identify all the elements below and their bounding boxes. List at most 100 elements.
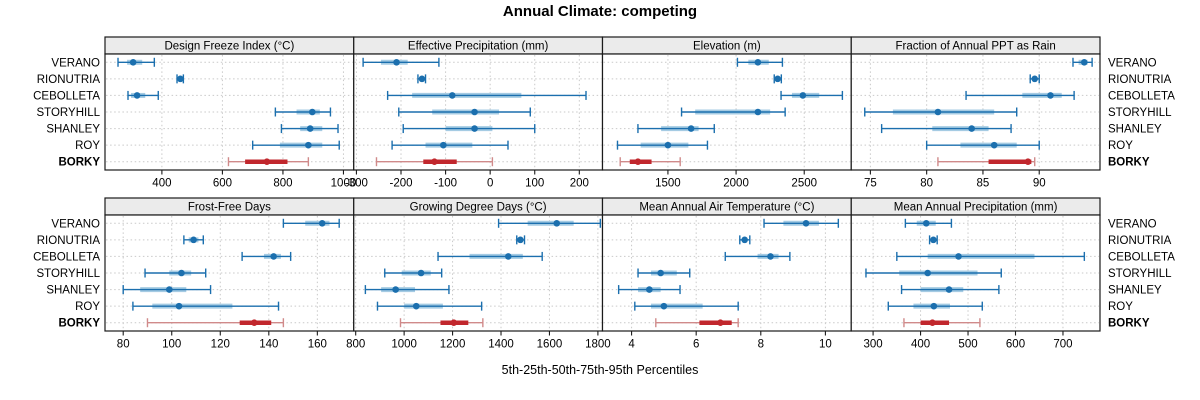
median-dot — [306, 125, 314, 132]
site-label-right: VERANO — [1108, 57, 1157, 69]
site-label-right: STORYHILL — [1108, 107, 1172, 119]
panel-strip-label: Frost-Free Days — [188, 202, 271, 214]
panel-strip-label: Design Freeze Index (°C) — [164, 41, 294, 53]
panel: Growing Degree Days (°C) 800 1000 1200 1400 1… — [346, 197, 611, 351]
axis-tick-label: 2500 — [791, 178, 817, 190]
panel-strip-label: Growing Degree Days (°C) — [410, 202, 547, 214]
axis-tick-label: 1000 — [331, 178, 357, 190]
median-dot — [754, 108, 762, 116]
median-dot — [634, 158, 642, 166]
axis-tick-label: 700 — [1053, 339, 1072, 351]
site-label-right: ROY — [1108, 140, 1133, 152]
median-dot — [968, 125, 975, 132]
axis-tick-label: 100 — [162, 339, 181, 351]
axis-tick-label: -100 — [434, 178, 457, 190]
site-label-left: ROY — [75, 301, 100, 313]
median-dot — [922, 219, 930, 227]
panel: Mean Annual Air Temperature (°C) 4 6 8 10 — [601, 197, 852, 351]
median-dot — [741, 236, 748, 244]
axis-tick-label: 10 — [819, 339, 832, 351]
median-dot — [945, 286, 953, 293]
median-dot — [270, 253, 277, 260]
axis-tick-label: 75 — [864, 178, 877, 190]
axis-tick-label: 140 — [259, 339, 278, 351]
axis-tick-label: 200 — [570, 178, 589, 190]
median-dot — [166, 286, 173, 293]
median-dot — [448, 92, 456, 99]
site-label-left: STORYHILL — [37, 268, 101, 280]
site-label-left: STORYHILL — [37, 107, 101, 119]
median-dot — [393, 58, 400, 66]
axis-tick-label: 1800 — [585, 339, 611, 351]
median-dot — [250, 319, 258, 327]
median-dot — [934, 108, 942, 116]
site-label-left: CEBOLLETA — [33, 90, 100, 102]
median-dot — [318, 219, 326, 227]
median-dot — [1080, 58, 1088, 66]
panel-strip-label: Mean Annual Air Temperature (°C) — [639, 202, 814, 214]
site-label-left: SHANLEY — [46, 124, 100, 136]
median-dot — [431, 158, 438, 166]
site-label-left: BORKY — [58, 157, 100, 169]
site-label-left: SHANLEY — [46, 285, 100, 297]
chart-title: Annual Climate: competing — [502, 3, 698, 20]
axis-tick-label: 80 — [920, 178, 933, 190]
axis-tick-label: 90 — [1033, 178, 1046, 190]
median-dot — [802, 219, 810, 227]
panel-strip-label: Fraction of Annual PPT as Rain — [896, 41, 1056, 53]
axis-tick-label: 80 — [117, 339, 130, 351]
median-dot — [930, 302, 938, 310]
median-dot — [687, 125, 695, 132]
median-dot — [930, 236, 937, 244]
median-dot — [1047, 92, 1054, 99]
median-dot — [392, 286, 399, 293]
median-dot — [440, 141, 447, 149]
site-label-left: VERANO — [51, 218, 100, 230]
median-dot — [305, 141, 312, 149]
site-label-right: CEBOLLETA — [1108, 90, 1175, 102]
median-dot — [767, 253, 774, 260]
site-label-right: VERANO — [1108, 218, 1157, 230]
median-dot — [774, 75, 781, 83]
axis-tick-label: 1600 — [537, 339, 563, 351]
axis-tick-label: -300 — [345, 178, 368, 190]
axis-tick-label: 1200 — [440, 339, 466, 351]
axis-tick-label: 100 — [525, 178, 544, 190]
median-dot — [1024, 158, 1032, 166]
site-label-right: BORKY — [1108, 318, 1150, 330]
median-dot — [955, 253, 962, 260]
axis-tick-label: 800 — [346, 339, 365, 351]
axis-tick-label: 6 — [693, 339, 699, 351]
site-label-right: RIONUTRIA — [1108, 235, 1172, 247]
site-label-right: CEBOLLETA — [1108, 251, 1175, 263]
median-dot — [1031, 75, 1039, 83]
median-dot — [412, 302, 420, 310]
site-label-right: STORYHILL — [1108, 268, 1172, 280]
axis-tick-label: 400 — [911, 339, 930, 351]
axis-caption: 5th-25th-50th-75th-95th Percentiles — [501, 363, 699, 377]
axis-tick-label: 120 — [211, 339, 230, 351]
median-dot — [754, 58, 762, 66]
axis-tick-label: 4 — [628, 339, 635, 351]
median-dot — [657, 269, 664, 277]
panel: Design Freeze Index (°C) 400 600 800 1000 — [104, 36, 357, 190]
site-label-left: BORKY — [58, 318, 100, 330]
median-dot — [308, 108, 316, 116]
median-dot — [418, 75, 426, 83]
median-dot — [175, 302, 183, 310]
median-dot — [129, 58, 137, 66]
median-dot — [929, 319, 936, 327]
median-dot — [660, 302, 668, 310]
panel-strip-label: Elevation (m) — [693, 41, 761, 53]
axis-tick-label: 2000 — [723, 178, 749, 190]
axis-tick-label: 500 — [958, 339, 977, 351]
median-dot — [990, 141, 998, 149]
axis-tick-label: 85 — [977, 178, 990, 190]
axis-tick-label: 160 — [308, 339, 327, 351]
median-dot — [471, 108, 478, 116]
median-dot — [553, 219, 561, 227]
axis-tick-label: 800 — [273, 178, 292, 190]
panel-strip-label: Effective Precipitation (mm) — [408, 41, 549, 53]
